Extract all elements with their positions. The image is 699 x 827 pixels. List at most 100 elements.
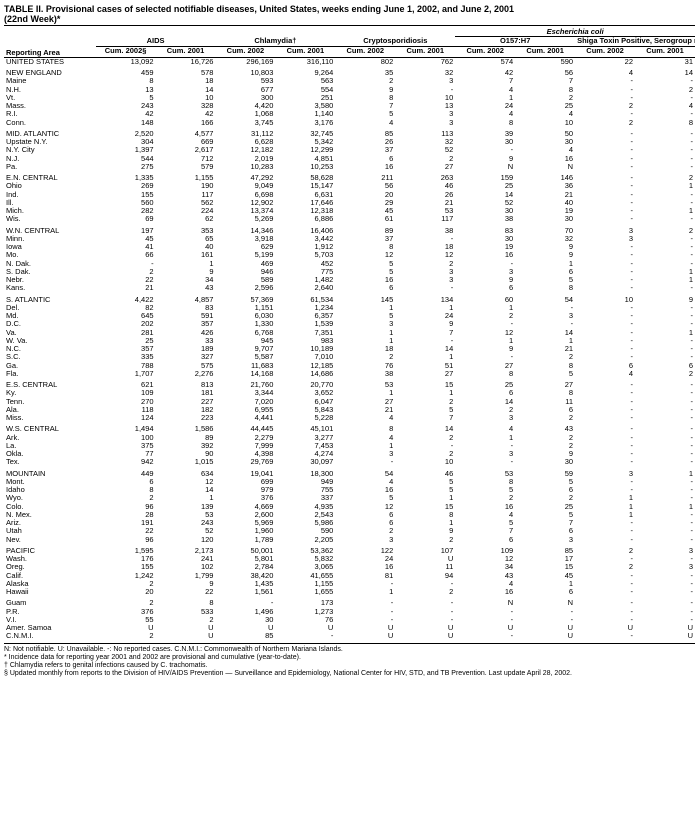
cell-value: -	[635, 155, 695, 163]
cell-value: 4,669	[215, 503, 275, 511]
footnote-line: N: Not notifiable. U: Unavailable. -: No…	[4, 646, 695, 654]
cell-value: 7	[515, 519, 575, 527]
cell-value: -	[575, 312, 635, 320]
cell-value: 1	[575, 494, 635, 502]
cell-value: 7,999	[215, 442, 275, 450]
cell-value: 14	[455, 191, 515, 199]
cell-value: 2	[395, 588, 455, 596]
cell-value: 669	[156, 138, 216, 146]
cell-value: 11	[395, 563, 455, 571]
cell-area: Wis.	[4, 215, 96, 223]
table-row: Kans.21432,5962,6406-68--	[4, 284, 695, 292]
cell-value: 81	[335, 572, 395, 580]
cell-value: 7,453	[275, 442, 335, 450]
cell-value: -	[575, 320, 635, 328]
cell-value: 16,406	[275, 224, 335, 235]
cell-value: -	[335, 616, 395, 624]
col-cum-2002: Cum. 2002	[575, 46, 635, 57]
cell-value: 2,543	[275, 511, 335, 519]
cell-value: -	[575, 616, 635, 624]
cell-value: 281	[96, 329, 156, 337]
cell-value: 30	[515, 458, 575, 466]
cell-value: -	[635, 442, 695, 450]
cell-value: 7,351	[275, 329, 335, 337]
cell-value: 62	[156, 215, 216, 223]
table-row: Upstate N.Y.3046696,6285,34226323030--	[4, 138, 695, 146]
cell-value: 30	[455, 235, 515, 243]
cell-value: 16	[515, 155, 575, 163]
cell-value: 5,199	[215, 251, 275, 259]
cell-value: 2,205	[275, 536, 335, 544]
cell-value: 2	[395, 536, 455, 544]
cell-value: 25	[515, 503, 575, 511]
cell-value: -	[395, 86, 455, 94]
cell-value: 1,151	[215, 304, 275, 312]
cell-value: 94	[395, 572, 455, 580]
cell-value: 83	[455, 224, 515, 235]
table-row: Ga.78857511,68312,185765127866	[4, 362, 695, 370]
cell-value: -	[635, 458, 695, 466]
cell-value: -	[635, 337, 695, 345]
cell-value: 949	[275, 478, 335, 486]
cell-value: 42	[455, 66, 515, 77]
cell-value: U	[515, 632, 575, 640]
cell-value: 85	[215, 632, 275, 640]
cell-value: 590	[275, 527, 335, 535]
cell-value: 5	[515, 276, 575, 284]
cell-area: Utah	[4, 527, 96, 535]
cell-value: 2	[96, 268, 156, 276]
cell-value: 1,482	[275, 276, 335, 284]
cell-value: 42	[156, 110, 216, 118]
cell-value: 61	[335, 215, 395, 223]
cell-value: 52	[156, 527, 216, 535]
cell-value: 25	[455, 378, 515, 389]
cell-value: 3	[335, 320, 395, 328]
cell-value: 36	[515, 182, 575, 190]
table-row: Minn.45653,9183,44237-30323-	[4, 235, 695, 243]
cell-value: 26	[335, 138, 395, 146]
cell-value: 12	[335, 251, 395, 259]
cell-value: 4,851	[275, 155, 335, 163]
cell-value: 21	[96, 284, 156, 292]
cell-area: Ariz.	[4, 519, 96, 527]
cell-value: 24	[395, 312, 455, 320]
cell-value: 1	[635, 207, 695, 215]
col-cum-2001: Cum. 2001	[395, 46, 455, 57]
cell-value: 4,577	[156, 127, 216, 138]
cell-value: -	[635, 251, 695, 259]
cell-value: 54	[335, 467, 395, 478]
cell-value: 83	[156, 304, 216, 312]
cell-value: 677	[215, 86, 275, 94]
cell-value: 31,112	[215, 127, 275, 138]
col-cum-2001: Cum. 2001	[515, 46, 575, 57]
col-aids: AIDS	[96, 37, 216, 46]
cell-value: 1,242	[96, 572, 156, 580]
cell-value: 3	[455, 450, 515, 458]
cell-area: D.C.	[4, 320, 96, 328]
table-row: P.R.3765331,4961,273------	[4, 608, 695, 616]
cell-value: 21	[395, 199, 455, 207]
table-row: La.3753927,9997,4531--2--	[4, 442, 695, 450]
cell-value: 18	[335, 345, 395, 353]
col-cum-2001: Cum. 2001	[275, 46, 335, 57]
cell-value: 8	[335, 422, 395, 433]
cell-value: 426	[156, 329, 216, 337]
cell-value: 2,596	[215, 284, 275, 292]
cell-value: -	[635, 616, 695, 624]
cell-value: 16	[335, 563, 395, 571]
cell-value: 8	[156, 596, 216, 607]
cell-value: 3,652	[275, 389, 335, 397]
cell-value: 22	[575, 57, 635, 66]
cell-value: 1	[515, 337, 575, 345]
cell-value: 6	[455, 389, 515, 397]
cell-value: 1	[635, 276, 695, 284]
cell-value: U	[275, 624, 335, 632]
cell-value: 19	[455, 243, 515, 251]
cell-value: -	[335, 596, 395, 607]
cell-value: -	[635, 235, 695, 243]
cell-area: N.Y. City	[4, 146, 96, 154]
table-row: Vt.51030025181012--	[4, 94, 695, 102]
cell-value: 30	[515, 138, 575, 146]
cell-value: 2	[635, 370, 695, 378]
table-row: Ala.1181826,9555,84321526--	[4, 406, 695, 414]
